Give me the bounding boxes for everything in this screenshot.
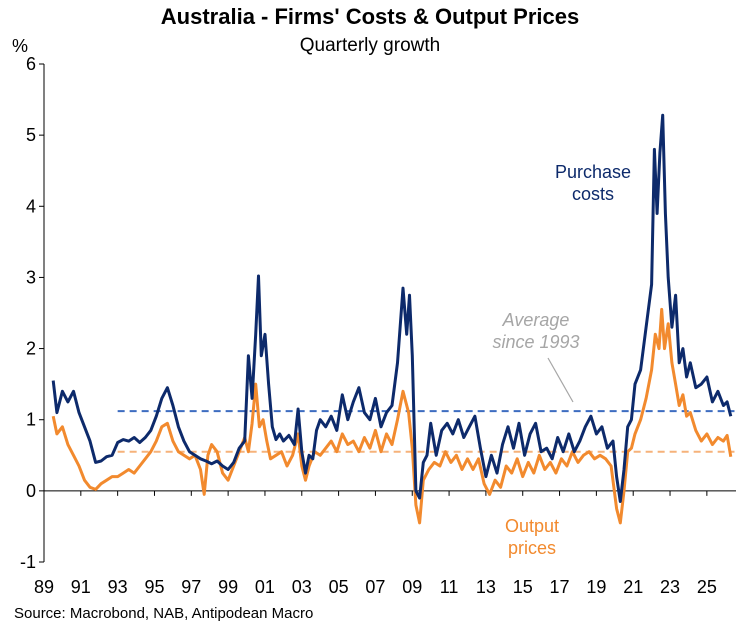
x-tick-label: 89 <box>34 577 54 597</box>
x-tick-label: 99 <box>218 577 238 597</box>
y-tick-label: 4 <box>26 196 36 216</box>
y-tick-label: 0 <box>26 481 36 501</box>
purchase-costs-label-line: Purchase <box>555 162 631 182</box>
x-tick-label: 01 <box>255 577 275 597</box>
average-pointer-line <box>547 357 574 403</box>
x-tick-label: 09 <box>402 577 422 597</box>
x-tick-label: 91 <box>71 577 91 597</box>
output-prices-line <box>51 307 733 525</box>
x-tick-label: 97 <box>181 577 201 597</box>
y-tick-label: 3 <box>26 267 36 287</box>
purchase-costs-line <box>51 113 733 503</box>
x-tick-label: 17 <box>550 577 570 597</box>
output-prices-label-line: Output <box>505 516 559 536</box>
axes <box>43 64 736 562</box>
purchase-costs-label-line: costs <box>572 184 614 204</box>
x-tick-label: 05 <box>329 577 349 597</box>
x-tick-label: 93 <box>108 577 128 597</box>
y-tick-label: -1 <box>20 552 36 572</box>
chart-title: Australia - Firms' Costs & Output Prices <box>160 4 580 29</box>
purchase-costs-label: Purchase costs <box>555 162 631 204</box>
x-tick-label: 19 <box>586 577 606 597</box>
series-lines <box>51 113 733 525</box>
output-prices-label: Output prices <box>505 516 559 558</box>
x-tick-label: 13 <box>476 577 496 597</box>
output-prices-label-line: prices <box>508 538 556 558</box>
average-label: Average since 1993 <box>492 310 579 352</box>
x-tick-label: 23 <box>660 577 680 597</box>
x-tick-label: 21 <box>623 577 643 597</box>
chart-subtitle: Quarterly growth <box>299 35 441 56</box>
x-tick-label: 25 <box>697 577 717 597</box>
annotations: Purchase costs Output prices Average since 19… <box>492 162 631 558</box>
y-tick-label: 1 <box>26 410 36 430</box>
average-lines <box>117 410 735 453</box>
source-note: Source: Macrobond, NAB, Antipodean Macro <box>14 605 314 622</box>
x-tick-label: 07 <box>365 577 385 597</box>
average-label-line: since 1993 <box>492 332 579 352</box>
x-tick-label: 03 <box>292 577 312 597</box>
x-tick-label: 11 <box>440 577 459 597</box>
x-tick-labels: 89 91 93 95 97 99 01 03 05 07 09 11 13 15 17 19 21 23 25 <box>34 490 717 597</box>
y-tick-label: 2 <box>26 339 36 359</box>
average-label-line: Average <box>502 310 570 330</box>
y-tick-label: 5 <box>26 125 36 145</box>
y-axis-unit-label: % <box>12 36 28 56</box>
y-tick-labels: 6 5 4 3 2 1 0 -1 <box>20 54 44 572</box>
x-tick-label: 95 <box>144 577 164 597</box>
y-tick-label: 6 <box>26 54 36 74</box>
x-tick-label: 15 <box>513 577 533 597</box>
